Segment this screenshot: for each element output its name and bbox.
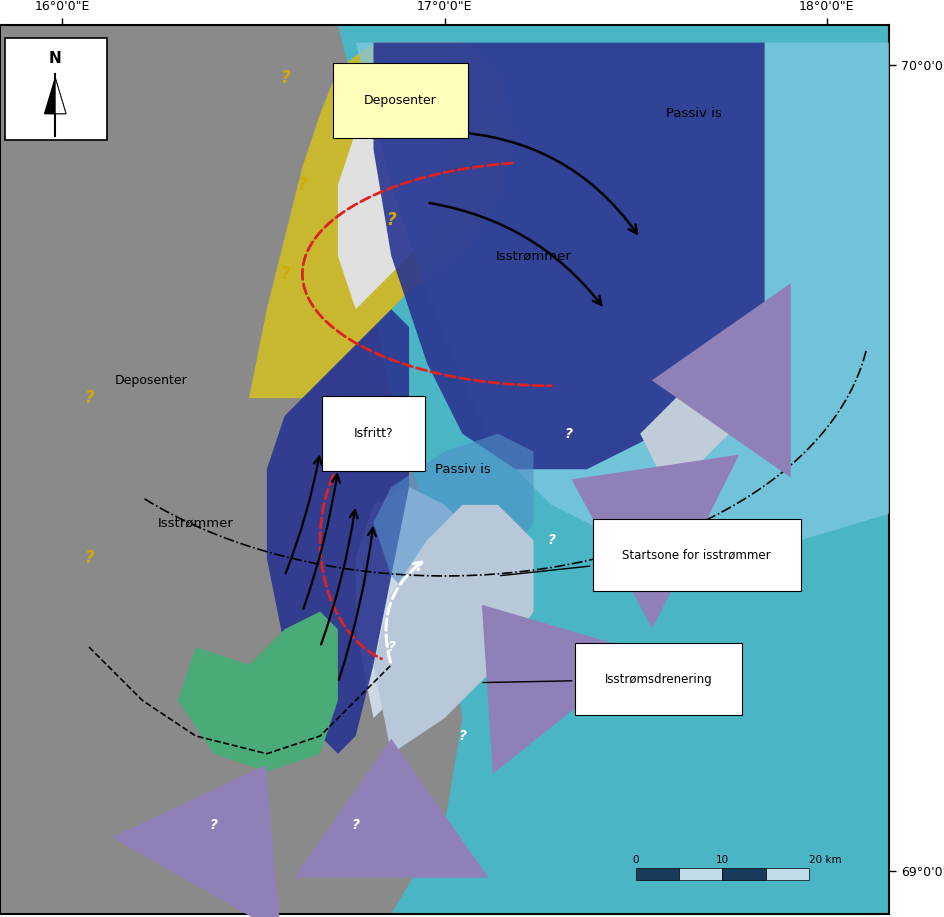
Text: ?: ? [210,818,217,832]
Text: Passiv is: Passiv is [434,463,490,476]
Text: Passiv is: Passiv is [665,107,720,120]
Text: N: N [49,51,61,66]
Bar [765,868,808,880]
Polygon shape [0,25,888,913]
Text: ?: ? [565,426,572,441]
Text: ?: ? [84,549,93,568]
Text: ?: ? [387,640,395,654]
Polygon shape [266,309,409,754]
Polygon shape [0,42,444,913]
Text: Isstrømsdrenering: Isstrømsdrenering [482,673,712,686]
Polygon shape [373,434,533,612]
Text: ?: ? [297,176,307,193]
Polygon shape [373,505,533,754]
Bar [679,868,721,880]
Bar [721,868,765,880]
Text: ?: ? [404,87,413,105]
Text: ?: ? [458,729,466,743]
Text: ?: ? [351,818,360,832]
Polygon shape [355,487,497,718]
Polygon shape [0,25,462,913]
Polygon shape [249,42,515,398]
Text: ?: ? [386,212,396,229]
Text: ?: ? [547,534,555,547]
Text: ?: ? [84,389,93,407]
Text: 20 km: 20 km [808,855,841,865]
Polygon shape [44,78,66,114]
Text: Isfritt?: Isfritt? [353,427,393,440]
Polygon shape [373,42,764,470]
FancyBboxPatch shape [5,39,107,140]
Polygon shape [639,362,728,470]
Text: Deposenter: Deposenter [363,94,436,107]
Text: ?: ? [279,69,289,87]
Polygon shape [177,612,338,771]
Text: 0: 0 [632,855,638,865]
Text: ?: ? [279,265,289,282]
Text: Startsone for isstrømmer: Startsone for isstrømmer [500,548,770,576]
Text: Isstrømmer: Isstrømmer [495,249,571,262]
Text: Isstrømmer: Isstrømmer [158,516,233,529]
Polygon shape [338,96,444,309]
Polygon shape [355,42,888,558]
Text: 10: 10 [715,855,728,865]
Polygon shape [55,78,66,114]
Bar [635,868,679,880]
Text: Deposenter: Deposenter [115,374,188,387]
Text: ?: ? [457,123,466,140]
